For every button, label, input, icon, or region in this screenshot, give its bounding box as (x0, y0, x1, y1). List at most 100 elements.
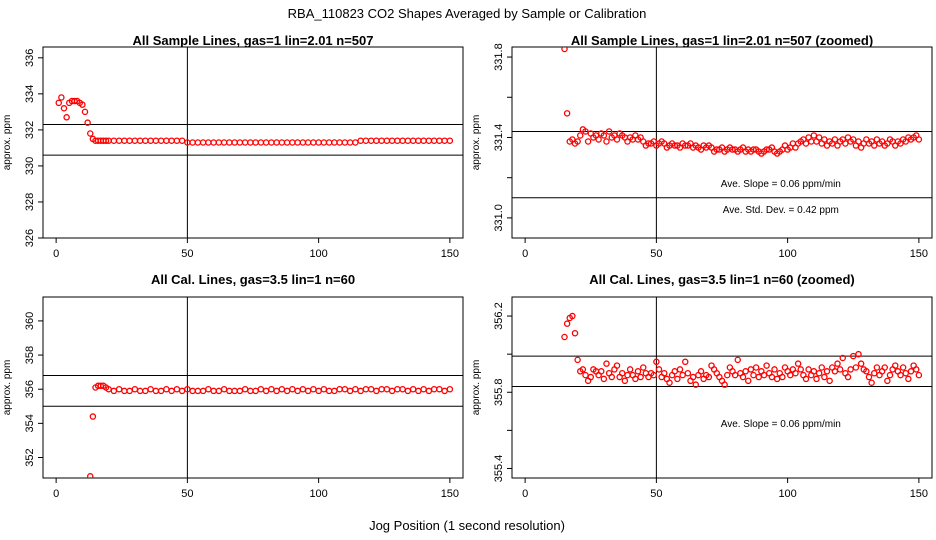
y-tick-label: 360 (24, 312, 36, 330)
y-tick-label: 334 (24, 85, 36, 103)
annotation: Ave. Slope = 0.06 ppm/min (721, 419, 841, 430)
x-tick-label: 50 (650, 488, 662, 500)
data-point (163, 137, 170, 144)
y-tick-label: 331.4 (493, 124, 505, 152)
y-tick-label: 331.0 (493, 204, 505, 232)
data-point (336, 139, 343, 146)
data-point (415, 387, 422, 395)
data-point (815, 134, 823, 141)
data-point (563, 110, 571, 117)
data-point (241, 385, 249, 393)
data-point (362, 137, 370, 144)
data-point (682, 358, 689, 366)
y-tick-label: 328 (24, 193, 36, 211)
data-point (194, 139, 202, 146)
data-point (262, 387, 270, 395)
data-point (802, 140, 810, 147)
data-point (278, 139, 286, 146)
data-point (855, 350, 862, 358)
x-tick-label: 150 (441, 248, 459, 260)
data-point (771, 366, 778, 373)
x-tick-label: 100 (309, 248, 327, 260)
data-point (220, 139, 228, 146)
data-point (199, 139, 207, 146)
data-point (844, 373, 852, 381)
data-point (331, 139, 338, 146)
x-tick-label: 50 (650, 248, 662, 260)
data-point (794, 360, 802, 367)
data-point (378, 385, 385, 393)
data-point (373, 387, 380, 395)
data-point (608, 373, 616, 381)
data-point (446, 385, 454, 393)
data-point (813, 375, 820, 383)
data-point (315, 139, 322, 146)
data-point (58, 94, 65, 101)
data-point (152, 137, 160, 144)
data-point (582, 128, 589, 135)
data-point (569, 312, 576, 320)
plot-panel-1: All Sample Lines, gas=1 lin=2.01 n=507 0 5… (2, 33, 464, 260)
x-tick-label: 0 (522, 248, 528, 260)
data-point (425, 137, 433, 144)
data-point (126, 137, 133, 144)
data-point (236, 139, 244, 146)
data-point (650, 371, 658, 379)
data-point (721, 381, 728, 388)
data-point (792, 369, 799, 377)
data-point (600, 375, 608, 383)
data-point (724, 371, 731, 379)
data-point (294, 387, 301, 395)
data-point (763, 362, 770, 369)
data-point (621, 377, 629, 385)
data-point (268, 385, 275, 393)
data-point (666, 379, 673, 386)
data-point (857, 360, 865, 367)
data-point (341, 385, 349, 393)
data-point (357, 387, 364, 395)
data-point (750, 146, 757, 153)
data-point (689, 373, 697, 381)
data-point (420, 385, 427, 393)
data-point (268, 139, 275, 146)
data-point (595, 136, 602, 143)
data-point (352, 139, 359, 146)
y-tick-label: 326 (24, 229, 36, 247)
data-point (84, 119, 91, 126)
data-point (865, 373, 873, 381)
data-point (905, 375, 912, 383)
main-title: RBA_110823 CO2 Shapes Averaged by Sample… (288, 6, 647, 21)
data-point (821, 136, 828, 143)
x-tick-label: 150 (441, 488, 459, 500)
data-point (571, 329, 579, 337)
data-point (367, 137, 375, 144)
data-point (645, 140, 652, 147)
data-point (826, 377, 833, 385)
data-point (409, 385, 417, 393)
data-point (805, 366, 812, 373)
data-point (252, 139, 259, 146)
data-point (584, 138, 592, 145)
data-point (760, 371, 768, 379)
data-point (215, 139, 223, 146)
plot-frame (511, 296, 933, 479)
data-point (863, 368, 870, 375)
data-point (341, 139, 349, 146)
data-point (79, 101, 86, 108)
x-tick-label: 50 (181, 488, 193, 500)
data-point (655, 366, 663, 373)
y-tick-label: 336 (24, 49, 36, 67)
data-point (577, 132, 584, 139)
y-tick-label: 332 (24, 121, 36, 139)
data-point (634, 368, 642, 375)
data-point (731, 371, 739, 379)
data-point (613, 362, 621, 369)
data-point (661, 369, 668, 377)
data-point (157, 387, 165, 395)
data-point (220, 385, 228, 393)
data-point (205, 139, 212, 146)
y-axis-label: approx. ppm (2, 115, 13, 171)
data-point (742, 368, 749, 375)
data-point (579, 366, 587, 373)
data-point (697, 368, 705, 375)
